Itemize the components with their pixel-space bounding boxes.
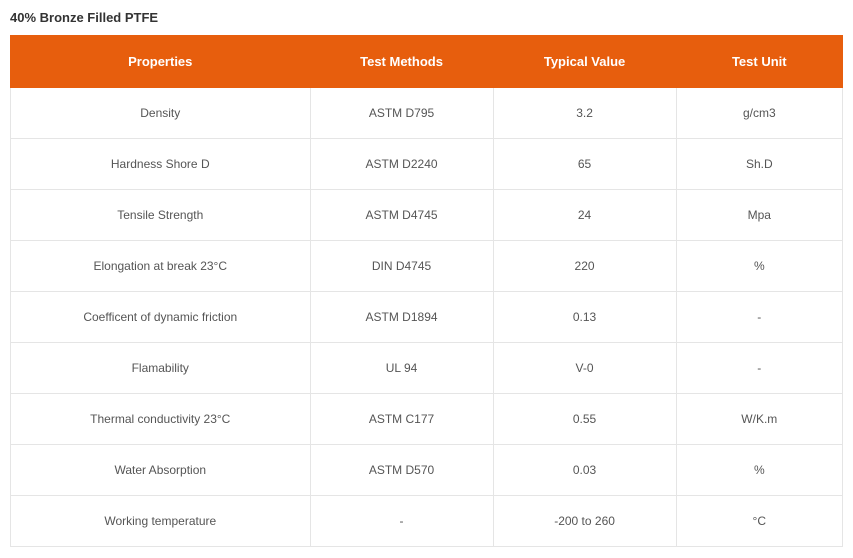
table-row: Hardness Shore DASTM D224065Sh.D	[11, 139, 843, 190]
table-cell: ASTM D570	[310, 445, 493, 496]
col-test-methods: Test Methods	[310, 36, 493, 88]
table-cell: Tensile Strength	[11, 190, 311, 241]
table-row: DensityASTM D7953.2g/cm3	[11, 88, 843, 139]
table-cell: ASTM D4745	[310, 190, 493, 241]
table-row: FlamabilityUL 94V-0-	[11, 343, 843, 394]
table-cell: °C	[676, 496, 842, 547]
table-cell: 220	[493, 241, 676, 292]
table-cell: -	[676, 343, 842, 394]
table-cell: 24	[493, 190, 676, 241]
table-row: Tensile StrengthASTM D474524Mpa	[11, 190, 843, 241]
table-cell: Coefficent of dynamic friction	[11, 292, 311, 343]
table-cell: 0.55	[493, 394, 676, 445]
table-cell: ASTM C177	[310, 394, 493, 445]
table-cell: 0.03	[493, 445, 676, 496]
table-cell: -200 to 260	[493, 496, 676, 547]
table-body: DensityASTM D7953.2g/cm3Hardness Shore D…	[11, 88, 843, 547]
table-cell: -	[676, 292, 842, 343]
page-title: 40% Bronze Filled PTFE	[10, 10, 843, 25]
table-cell: Hardness Shore D	[11, 139, 311, 190]
table-cell: Thermal conductivity 23°C	[11, 394, 311, 445]
table-cell: Sh.D	[676, 139, 842, 190]
table-row: Elongation at break 23°CDIN D4745220%	[11, 241, 843, 292]
col-properties: Properties	[11, 36, 311, 88]
table-cell: DIN D4745	[310, 241, 493, 292]
table-cell: 3.2	[493, 88, 676, 139]
table-row: Coefficent of dynamic frictionASTM D1894…	[11, 292, 843, 343]
table-cell: 65	[493, 139, 676, 190]
table-row: Water AbsorptionASTM D5700.03%	[11, 445, 843, 496]
col-test-unit: Test Unit	[676, 36, 842, 88]
table-cell: V-0	[493, 343, 676, 394]
table-cell: 0.13	[493, 292, 676, 343]
table-cell: Flamability	[11, 343, 311, 394]
table-cell: Mpa	[676, 190, 842, 241]
table-cell: %	[676, 241, 842, 292]
col-typical-value: Typical Value	[493, 36, 676, 88]
table-header-row: Properties Test Methods Typical Value Te…	[11, 36, 843, 88]
properties-table: Properties Test Methods Typical Value Te…	[10, 35, 843, 547]
table-cell: Elongation at break 23°C	[11, 241, 311, 292]
table-cell: g/cm3	[676, 88, 842, 139]
table-cell: Density	[11, 88, 311, 139]
table-cell: ASTM D1894	[310, 292, 493, 343]
table-cell: UL 94	[310, 343, 493, 394]
table-cell: %	[676, 445, 842, 496]
table-cell: ASTM D2240	[310, 139, 493, 190]
table-cell: Water Absorption	[11, 445, 311, 496]
table-cell: Working temperature	[11, 496, 311, 547]
table-cell: W/K.m	[676, 394, 842, 445]
table-row: Thermal conductivity 23°CASTM C1770.55W/…	[11, 394, 843, 445]
table-cell: ASTM D795	[310, 88, 493, 139]
table-row: Working temperature--200 to 260°C	[11, 496, 843, 547]
table-cell: -	[310, 496, 493, 547]
